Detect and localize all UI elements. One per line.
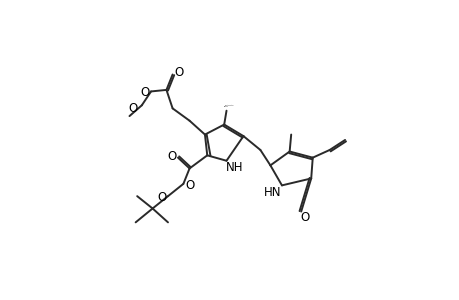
Text: O: O [185, 179, 194, 192]
Text: HN: HN [263, 186, 281, 199]
Text: O: O [128, 102, 137, 115]
Text: O: O [140, 86, 149, 99]
Text: NH: NH [225, 161, 242, 174]
Text: methyl stub: methyl stub [225, 105, 233, 106]
Text: O: O [174, 67, 183, 80]
Text: methyl: methyl [224, 106, 229, 107]
Text: O: O [167, 150, 176, 163]
Text: O: O [157, 191, 166, 204]
Text: O: O [300, 211, 309, 224]
